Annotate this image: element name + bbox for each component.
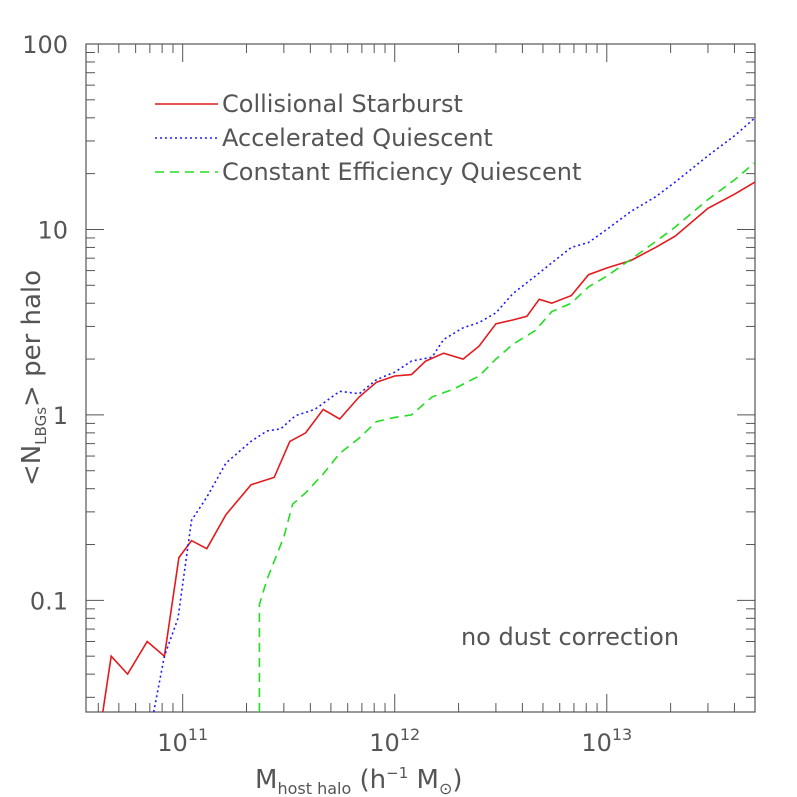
- legend-label-3: Constant Efficiency Quiescent: [222, 158, 581, 186]
- x-tick-label: 1011: [157, 725, 208, 757]
- y-tick-label: 1: [53, 402, 68, 430]
- plot-frame: [85, 43, 756, 713]
- y-tick-label: 100: [22, 31, 68, 59]
- x-axis-label: Mhost halo (h−1 M⊙): [255, 764, 463, 797]
- legend-label-1: Collisional Starburst: [222, 90, 463, 118]
- y-tick-label: 10: [37, 216, 68, 244]
- major-ticks: [86, 43, 755, 712]
- series-line-1: [102, 181, 755, 712]
- minor-ticks: [86, 44, 756, 712]
- x-tick-label: 1013: [581, 725, 632, 757]
- series-layer: [102, 117, 755, 712]
- legend: Collisional Starburst Accelerated Quiesce…: [155, 90, 581, 186]
- legend-label-2: Accelerated Quiescent: [222, 124, 493, 152]
- x-tick-label: 1012: [369, 725, 420, 757]
- tick-labels: 1011 1012 1013 0.1 1 10 100: [22, 31, 632, 757]
- y-axis-label: <NLBGs> per halo: [17, 270, 50, 486]
- annotation-no-dust-correction: no dust correction: [461, 623, 679, 651]
- y-tick-label: 0.1: [30, 587, 68, 615]
